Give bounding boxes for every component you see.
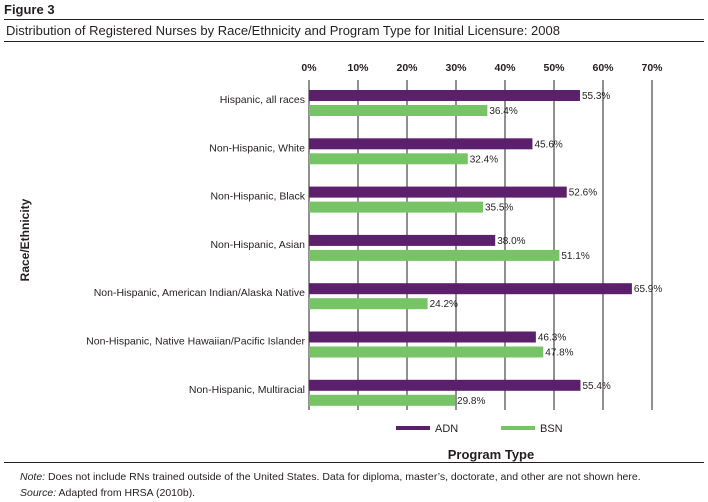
legend-swatch-bsn — [501, 426, 535, 430]
bar-bsn — [309, 249, 560, 261]
category-label: Non-Hispanic, Multiracial — [189, 384, 305, 396]
category-label: Non-Hispanic, White — [209, 142, 305, 154]
data-label-bsn: 29.8% — [457, 396, 485, 407]
category-label: Non-Hispanic, Asian — [210, 239, 305, 251]
legend-swatch-adn — [396, 426, 430, 430]
bar-bsn — [309, 153, 468, 165]
bottom-rule — [4, 462, 704, 463]
legend: ADN BSN — [396, 423, 563, 435]
data-label-bsn: 24.2% — [430, 299, 458, 310]
category-label: Hispanic, all races — [220, 94, 305, 106]
category-label: Non-Hispanic, Native Hawaiian/Pacific Is… — [86, 336, 305, 348]
x-tick-label: 0% — [301, 62, 317, 74]
bar-bsn — [309, 298, 428, 310]
data-label-adn: 45.6% — [534, 139, 562, 150]
data-label-adn: 55.4% — [582, 381, 610, 392]
figure-label: Figure 3 — [4, 2, 55, 17]
data-label-bsn: 32.4% — [470, 154, 498, 165]
note-text: Does not include RNs trained outside of … — [48, 471, 641, 483]
source-label: Source: — [20, 487, 57, 499]
data-labels: 55.3% 36.4% 45.6% 32.4% 52.6% 35.5% 38.0% 51.1%… — [430, 91, 663, 407]
note-line: Note: Does not include RNs trained outsi… — [20, 469, 641, 485]
x-tick-label: 40% — [494, 62, 516, 74]
data-label-adn: 46.3% — [538, 333, 566, 344]
bar-bsn — [309, 346, 544, 358]
legend-label-bsn: BSN — [540, 423, 563, 435]
data-label-adn: 65.9% — [634, 284, 662, 295]
data-label-adn: 52.6% — [569, 188, 597, 199]
x-tick-label: 10% — [347, 62, 369, 74]
data-label-bsn: 35.5% — [485, 203, 513, 214]
bar-bsn — [309, 105, 488, 116]
category-label: Non-Hispanic, Black — [210, 191, 305, 203]
bars — [309, 90, 632, 406]
bar-bsn — [309, 201, 483, 213]
x-tick-label: 50% — [543, 62, 565, 74]
y-axis-title: Race/Ethnicity — [18, 198, 32, 281]
x-tick-label: 70% — [641, 62, 663, 74]
data-label-bsn: 51.1% — [561, 251, 589, 262]
bar-adn — [309, 379, 581, 391]
figure-title: Distribution of Registered Nurses by Rac… — [6, 23, 560, 38]
bar-adn — [309, 331, 536, 343]
source-text: Adapted from HRSA (2010b). — [58, 487, 196, 499]
x-axis-title: Program Type — [448, 447, 534, 462]
bar-adn — [309, 138, 533, 150]
data-label-bsn: 47.8% — [545, 348, 573, 359]
bar-adn — [309, 283, 632, 295]
legend-label-adn: ADN — [435, 423, 458, 435]
x-axis-ticks: 0% 10% 20% 30% 40% 50% 60% 70% — [301, 62, 663, 74]
notes: Note: Does not include RNs trained outsi… — [20, 469, 641, 501]
bar-adn — [309, 90, 580, 101]
top-rule — [4, 19, 704, 20]
title-rule — [4, 41, 704, 42]
x-tick-label: 30% — [445, 62, 467, 74]
bar-bsn — [309, 394, 456, 406]
bar-adn — [309, 186, 567, 198]
x-tick-label: 20% — [396, 62, 418, 74]
bar-chart: 0% 10% 20% 30% 40% 50% 60% 70% 55.3% 36.4% 45.6% 3… — [18, 62, 663, 462]
category-label: Non-Hispanic, American Indian/Alaska Nat… — [94, 287, 305, 299]
data-label-adn: 55.3% — [582, 91, 610, 102]
category-labels: Hispanic, all races Non-Hispanic, White No… — [86, 94, 306, 396]
bar-adn — [309, 234, 496, 246]
note-label: Note: — [20, 471, 46, 483]
x-tick-label: 60% — [592, 62, 614, 74]
data-label-bsn: 36.4% — [489, 106, 517, 117]
source-line: Source: Adapted from HRSA (2010b). — [20, 485, 641, 501]
data-label-adn: 38.0% — [497, 236, 525, 247]
